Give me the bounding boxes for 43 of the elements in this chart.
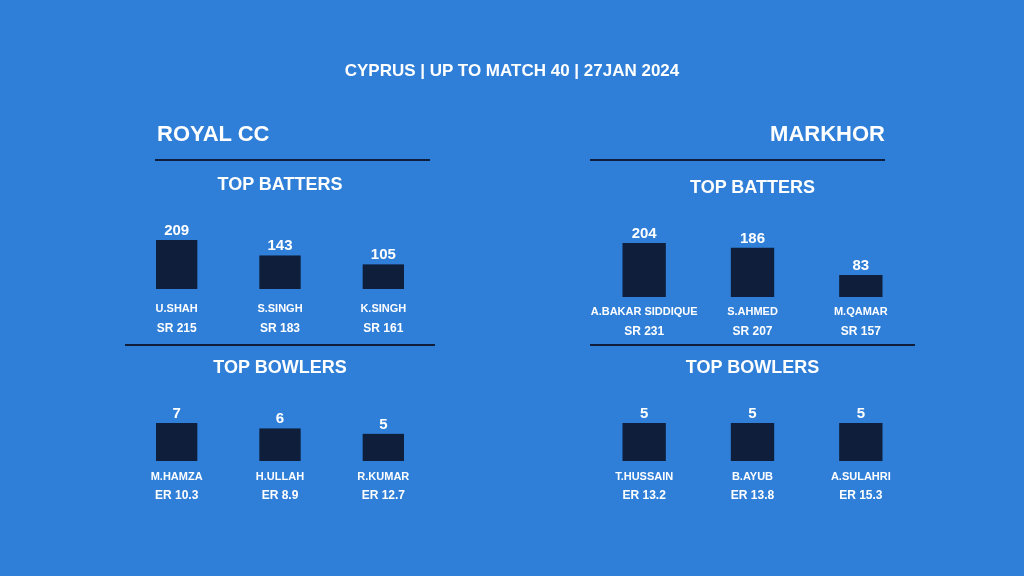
text: CYPRUS | UP TO MATCH 40 | 27JAN 2024 (344, 61, 680, 80)
data-label: 204 (631, 224, 658, 241)
chart-title: TOP BOWLERS (213, 357, 347, 377)
x-tick-label: T.HUSSAIN (615, 470, 674, 482)
text: SR 161 (363, 321, 404, 335)
text: ER 10.3 (154, 488, 199, 502)
text: ER 13.2 (622, 488, 667, 502)
data-label: 5 (856, 404, 866, 421)
text: ER 13.8 (730, 488, 775, 502)
text: ER 15.3 (839, 488, 883, 502)
x-tick-label: B.AYUB (731, 470, 774, 482)
x-tick-label: M.QAMAR (833, 305, 888, 317)
text: ER 12.7 (361, 488, 406, 502)
text: SR 231 (624, 324, 665, 338)
x-tick-label: A.SULAHRI (830, 470, 891, 482)
x-tick-label: A.BAKAR SIDDIQUE (590, 305, 698, 317)
data-label: 209 (164, 221, 190, 238)
chart-subtitle: MARKHOR (770, 121, 886, 146)
text: ER 8.9 (261, 488, 299, 502)
x-tick-label: U.SHAH (155, 302, 198, 314)
x-tick-label: H.ULLAH (255, 470, 305, 482)
data-label: 5 (748, 404, 757, 421)
data-label: 143 (267, 236, 293, 254)
data-label: 7 (172, 404, 181, 421)
data-label: 83 (852, 256, 870, 274)
chart-subtitle: ROYAL CC (157, 121, 270, 146)
data-label: 186 (739, 228, 766, 246)
text: SR 207 (732, 324, 773, 338)
text: SR 215 (156, 321, 197, 335)
chart-title: TOP BATTERS (689, 177, 816, 197)
data-label: 5 (639, 404, 649, 421)
data-label: 6 (275, 409, 285, 427)
chart-title: TOP BATTERS (217, 174, 343, 194)
x-tick-label: S.AHMED (727, 305, 778, 317)
x-tick-label: K.SINGH (360, 302, 407, 314)
text: SR 157 (840, 324, 882, 338)
x-tick-label: M.HAMZA (150, 470, 203, 482)
x-tick-label: R.KUMAR (357, 470, 410, 482)
data-label: 105 (370, 245, 396, 263)
chart-title: TOP BOWLERS (685, 357, 820, 377)
data-label: 5 (379, 414, 388, 432)
x-tick-label: S.SINGH (257, 302, 303, 314)
text: SR 183 (259, 321, 301, 335)
